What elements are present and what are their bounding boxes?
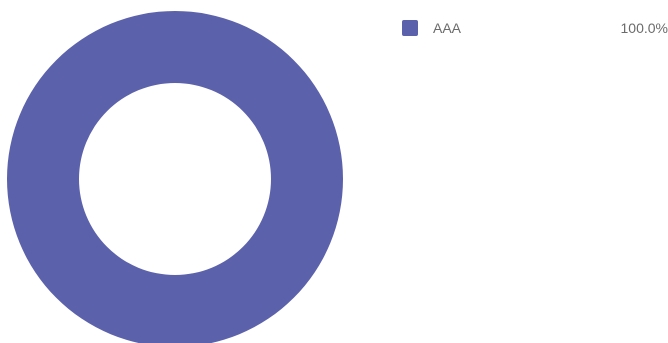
chart-legend: AAA 100.0%	[402, 19, 668, 37]
legend-swatch	[402, 20, 418, 36]
legend-item[interactable]: AAA 100.0%	[402, 19, 668, 37]
donut-slice-aaa[interactable]	[7, 11, 343, 343]
donut-slices	[7, 11, 343, 343]
legend-label: AAA	[433, 20, 462, 36]
legend-percent: 100.0%	[620, 20, 668, 36]
